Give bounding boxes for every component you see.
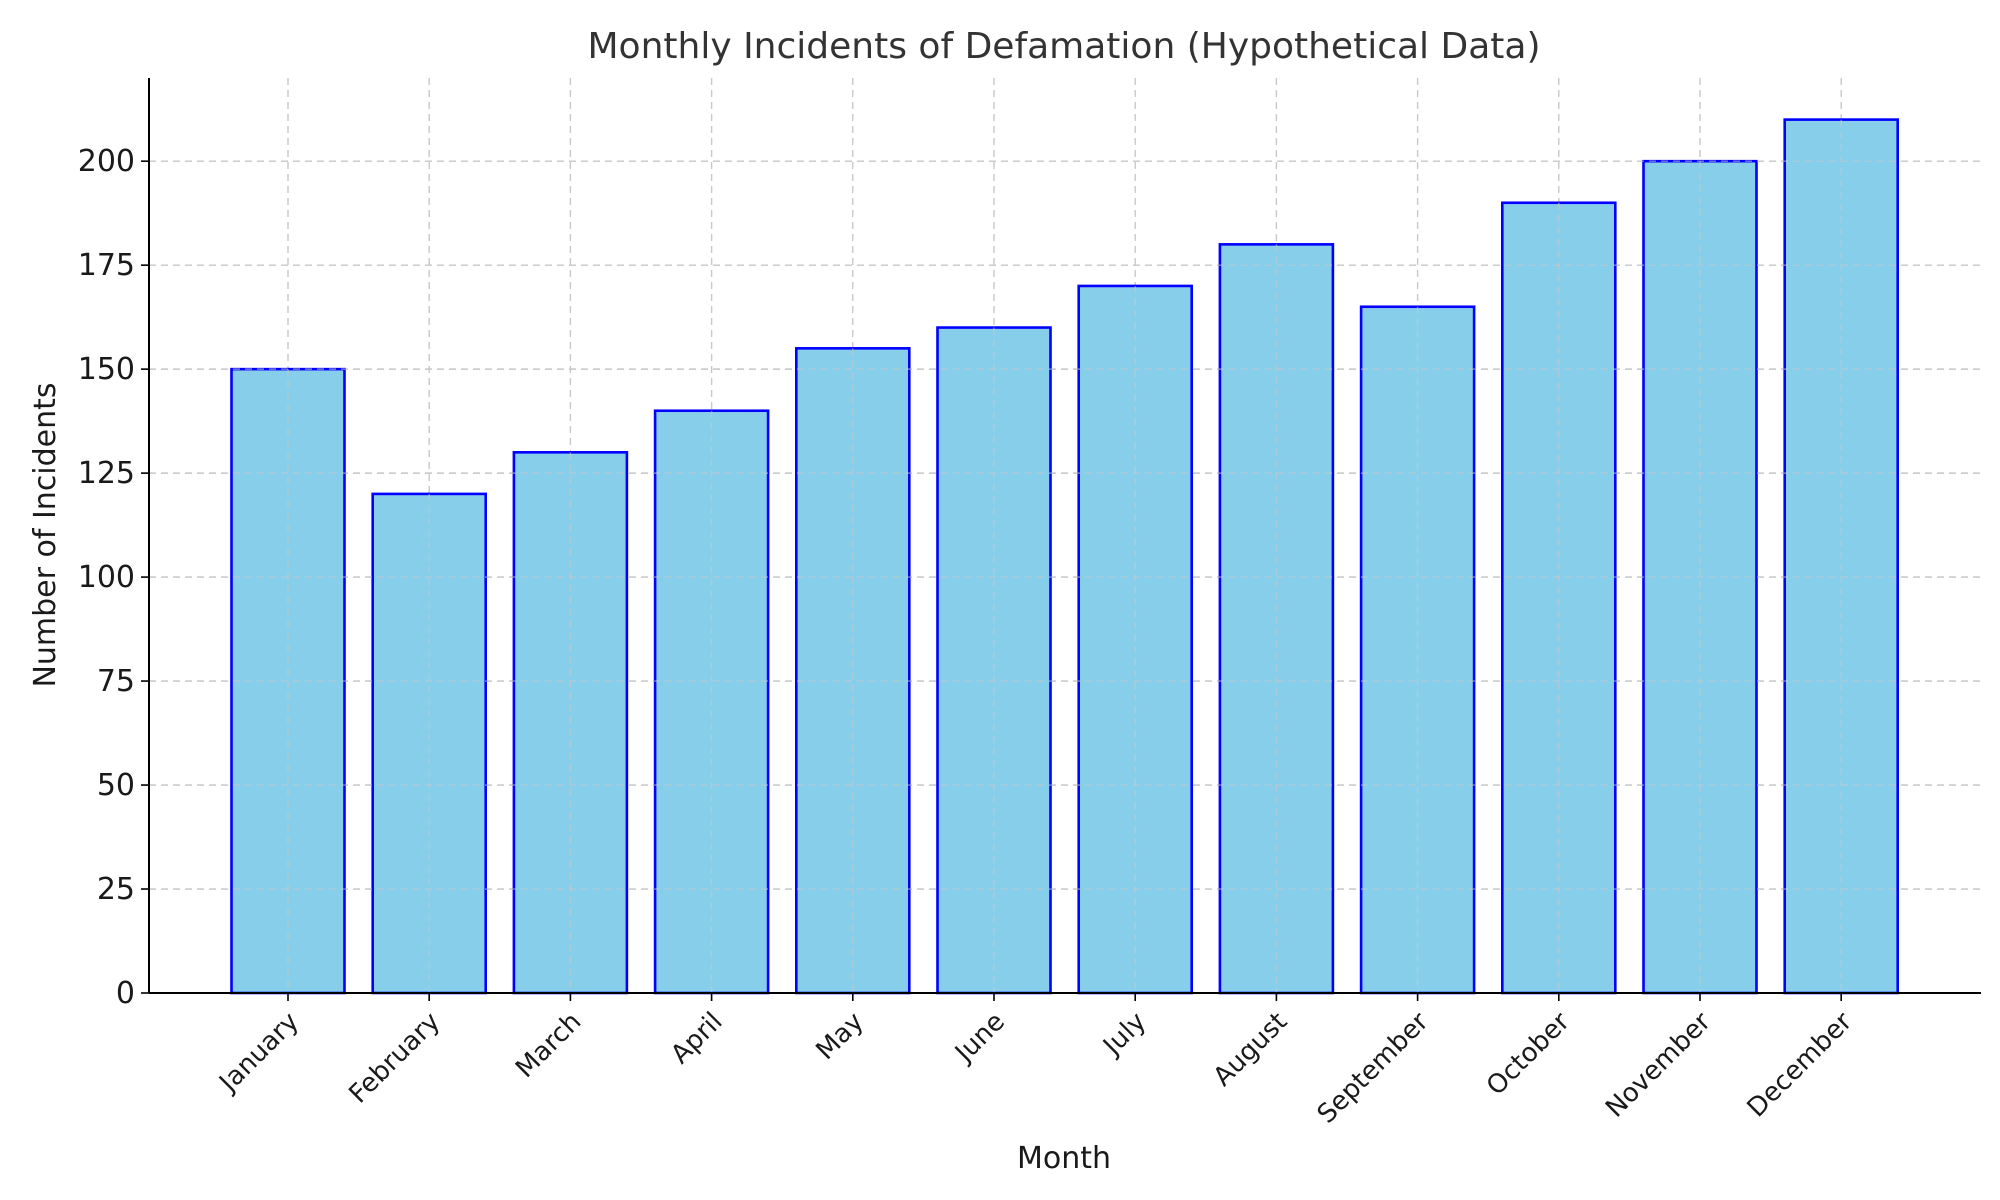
bars	[149, 118, 1981, 995]
y-tick-label: 150	[78, 352, 135, 387]
x-tick-label: February	[343, 1007, 446, 1110]
y-tick-label: 75	[97, 664, 135, 699]
x-tick-label: September	[1312, 1007, 1435, 1130]
x-tick-label: November	[1600, 1007, 1717, 1124]
y-tick-label: 0	[116, 976, 135, 1011]
y-tick-label: 100	[78, 560, 135, 595]
y-tick-label: 50	[97, 768, 135, 803]
bar-october	[1501, 201, 1617, 995]
chart-title: Monthly Incidents of Defamation (Hypothe…	[587, 26, 1540, 67]
x-tick-label: April	[665, 1007, 728, 1070]
x-tick-label: August	[1208, 1007, 1294, 1093]
x-tick-label: March	[510, 1007, 587, 1084]
x-tick-label: December	[1742, 1007, 1859, 1124]
x-tick-label: October	[1481, 1007, 1576, 1102]
x-axis-ticks: January February March April May June July Augu…	[213, 993, 1859, 1130]
y-axis-ticks: 0 25 50 75 100 125 150 175 200	[78, 144, 149, 1011]
y-tick-label: 125	[78, 456, 135, 491]
y-axis-label: Number of Incidents	[28, 382, 63, 687]
x-tick-label: May	[811, 1007, 870, 1066]
x-tick-label: January	[213, 1007, 305, 1099]
x-tick-label: July	[1096, 1007, 1152, 1063]
y-tick-label: 200	[78, 144, 135, 179]
x-tick-label: June	[948, 1007, 1011, 1070]
axes	[148, 78, 1981, 994]
y-tick-label: 175	[78, 248, 135, 283]
y-tick-label: 25	[97, 872, 135, 907]
bar-may	[794, 347, 911, 995]
x-axis-label: Month	[1017, 1141, 1111, 1176]
